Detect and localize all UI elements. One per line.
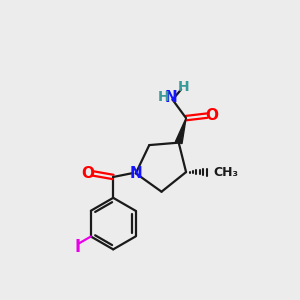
Text: I: I bbox=[75, 238, 81, 256]
Text: H: H bbox=[158, 90, 169, 104]
Text: CH₃: CH₃ bbox=[214, 166, 239, 178]
Text: O: O bbox=[205, 108, 218, 123]
Text: N: N bbox=[129, 166, 142, 181]
Text: O: O bbox=[81, 166, 94, 181]
Text: N: N bbox=[164, 91, 177, 106]
Text: H: H bbox=[178, 80, 189, 94]
Polygon shape bbox=[176, 118, 186, 144]
